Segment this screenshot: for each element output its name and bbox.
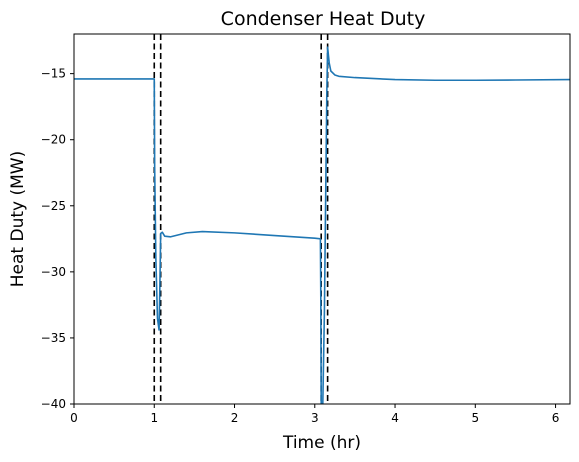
x-axis-label: Time (hr) bbox=[282, 433, 361, 453]
x-tick-label: 4 bbox=[391, 411, 399, 425]
x-tick-label: 1 bbox=[150, 411, 158, 425]
x-tick-label: 5 bbox=[471, 411, 479, 425]
y-tick-label: −35 bbox=[41, 331, 66, 345]
y-tick-label: −15 bbox=[41, 67, 66, 81]
y-tick-label: −40 bbox=[41, 397, 66, 411]
x-tick-label: 6 bbox=[552, 411, 560, 425]
x-tick-label: 2 bbox=[231, 411, 239, 425]
y-tick-label: −30 bbox=[41, 265, 66, 279]
chart-title: Condenser Heat Duty bbox=[221, 8, 426, 30]
x-tick-label: 0 bbox=[70, 411, 78, 425]
x-tick-label: 3 bbox=[311, 411, 319, 425]
y-axis-label: Heat Duty (MW) bbox=[8, 151, 28, 287]
series-line-0 bbox=[74, 46, 570, 404]
y-tick-label: −25 bbox=[41, 199, 66, 213]
plot-frame bbox=[73, 33, 571, 405]
y-tick-label: −20 bbox=[41, 133, 66, 147]
